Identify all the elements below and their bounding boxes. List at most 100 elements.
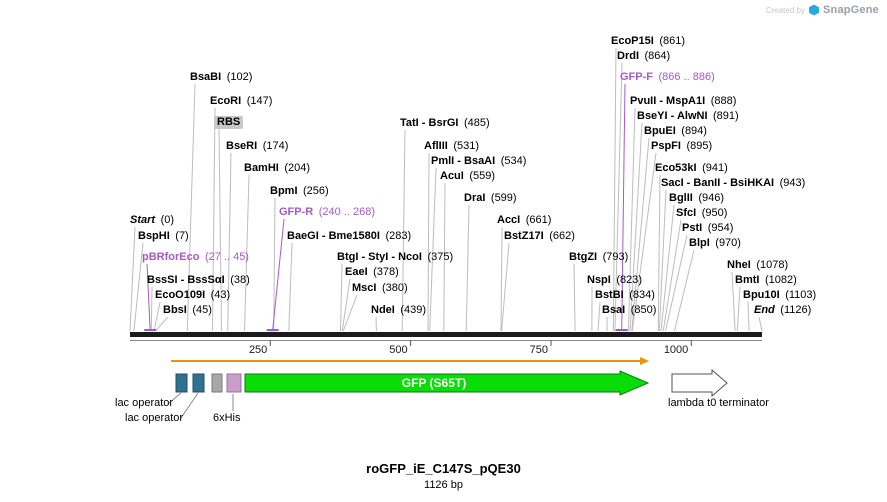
site-label-pbrforeco[interactable]: pBRforEco (27 .. 45): [142, 251, 249, 264]
site-name: BlpI: [689, 237, 710, 249]
leader-line: [288, 242, 293, 332]
title-block: roGFP_iE_C147S_pQE30 1126 bp: [0, 461, 887, 491]
site-label-sfci[interactable]: SfcI (950): [676, 207, 727, 220]
site-label-bsabi[interactable]: BsaBI (102): [190, 71, 252, 84]
site-name: PstI: [682, 222, 703, 234]
leader-line: [154, 316, 169, 332]
site-label-gfp-r[interactable]: GFP-R (240 .. 268): [279, 206, 375, 219]
site-label-bseyi-alwni[interactable]: BseYI - AlwNI (891): [637, 110, 739, 123]
site-position: (559): [463, 170, 496, 182]
leader-line: [612, 47, 617, 332]
site-label-btgzi[interactable]: BtgZI (793): [569, 251, 628, 264]
site-label-ecoo109i[interactable]: EcoO109I (43): [155, 289, 230, 302]
site-label-bglii[interactable]: BglII (946): [669, 192, 724, 205]
site-label-msci[interactable]: MscI (380): [352, 282, 408, 295]
site-label-bsssi-bsss-i[interactable]: BssSI - BssSαI (38): [147, 274, 250, 287]
site-label-ndei[interactable]: NdeI (439): [371, 304, 426, 317]
site-label-eaei[interactable]: EaeI (378): [345, 266, 399, 279]
leader-line: [401, 129, 406, 332]
site-name: DrdI: [617, 50, 639, 62]
leader-line: [340, 263, 343, 332]
leader-line: [500, 226, 503, 332]
site-name: SacI - BanII - BsiHKAI: [661, 177, 775, 189]
rbs-feature-box[interactable]: [211, 373, 223, 393]
site-label-ecop15i[interactable]: EcoP15I (861): [611, 35, 685, 48]
leader-line: [658, 189, 667, 332]
site-label-end[interactable]: End (1126): [754, 304, 811, 317]
site-label-btgi-styi-ncoi[interactable]: BtgI - StyI - NcoI (375): [337, 251, 453, 264]
site-label-blpi[interactable]: BlpI (970): [689, 237, 741, 250]
site-label-afliii[interactable]: AflIII (531): [424, 140, 479, 153]
site-label-acci[interactable]: AccI (661): [497, 214, 551, 227]
snapgene-logo-icon: [808, 4, 819, 16]
site-position: (1103): [779, 289, 817, 301]
site-position: (834): [623, 289, 655, 301]
site-label-bmti[interactable]: BmtI (1082): [735, 274, 797, 287]
terminator-arrow[interactable]: [671, 368, 728, 398]
site-position: (599): [485, 192, 517, 204]
site-position: (970): [709, 237, 741, 249]
leader-line: [218, 128, 222, 332]
site-label-bamhi[interactable]: BamHI (204): [244, 162, 310, 175]
leader-line: [133, 242, 144, 332]
site-label-bsai[interactable]: BsaI (850): [602, 304, 656, 317]
site-label-tati-bsrgi[interactable]: TatI - BsrGI (485): [400, 117, 490, 130]
site-label-nspi[interactable]: NspI (823): [587, 274, 642, 287]
site-name: BstZ17I: [504, 230, 544, 242]
site-name: SfcI: [676, 207, 697, 219]
site-name: EcoRI: [210, 95, 242, 107]
his-tag-box[interactable]: [226, 373, 242, 393]
site-position: (531): [447, 140, 480, 152]
site-name: NspI: [587, 274, 611, 286]
site-label-baegi-bme1580i[interactable]: BaeGI - Bme1580I (283): [287, 230, 411, 243]
site-label-bsphi[interactable]: BspHI (7): [138, 230, 189, 243]
terminator-label: lambda t0 terminator: [668, 397, 769, 409]
leader-line: [614, 62, 623, 332]
leader-line: [627, 107, 636, 332]
site-label-drai[interactable]: DraI (599): [464, 192, 517, 205]
gfp-arrow[interactable]: [244, 370, 650, 396]
site-name: MscI: [352, 282, 377, 294]
site-label-eco53ki[interactable]: Eco53kI (941): [655, 162, 728, 175]
leader-line: [465, 204, 470, 332]
site-label-pspfi[interactable]: PspFI (895): [651, 140, 712, 153]
site-label-bseri[interactable]: BseRI (174): [226, 140, 288, 153]
lac-operator-box-1[interactable]: [175, 373, 188, 393]
site-label-saci-banii-bsihkai[interactable]: SacI - BanII - BsiHKAI (943): [661, 177, 805, 190]
leader-line: [273, 197, 276, 332]
site-label-gfp-f[interactable]: GFP-F (866 .. 886): [620, 71, 715, 84]
leader-line: [621, 83, 626, 332]
site-position: (256): [297, 185, 329, 197]
site-label-bpuei[interactable]: BpuEI (894): [644, 125, 707, 138]
site-label-drdi[interactable]: DrdI (864): [617, 50, 670, 63]
site-label-bstbi[interactable]: BstBI (834): [595, 289, 655, 302]
site-name: EaeI: [345, 266, 368, 278]
leader-line: [443, 182, 446, 332]
site-label-bbsi[interactable]: BbsI (45): [163, 304, 212, 317]
site-position: (891): [707, 110, 739, 122]
site-label-bpmi[interactable]: BpmI (256): [270, 185, 329, 198]
site-label-bstz17i[interactable]: BstZ17I (662): [504, 230, 575, 243]
site-position: (888): [705, 95, 737, 107]
site-label-nhei[interactable]: NheI (1078): [727, 259, 788, 272]
site-label-bpu10i[interactable]: Bpu10I (1103): [743, 289, 816, 302]
site-position: (866 .. 886): [653, 71, 715, 83]
site-label-ecori[interactable]: EcoRI (147): [210, 95, 272, 108]
site-name: BaeGI - Bme1580I: [287, 230, 380, 242]
callout-line: [180, 392, 199, 419]
site-label-start[interactable]: Start (0): [130, 214, 174, 227]
site-position: (661): [520, 214, 552, 226]
site-label-pvuii-mspa1i[interactable]: PvuII - MspA1I (888): [630, 95, 736, 108]
lac-operator-box-2[interactable]: [192, 373, 205, 393]
site-label-pmli-bsaai[interactable]: PmlI - BsaAI (534): [431, 155, 526, 168]
site-position: (894): [675, 125, 707, 137]
site-label-rbs[interactable]: RBS: [214, 116, 244, 129]
site-name: EcoO109I: [155, 289, 206, 301]
site-label-acui[interactable]: AcuI (559): [440, 170, 495, 183]
site-name: NdeI: [371, 304, 395, 316]
site-name: BseYI - AlwNI: [637, 110, 708, 122]
leader-line: [342, 294, 358, 332]
site-position: (174): [257, 140, 289, 152]
site-label-psti[interactable]: PstI (954): [682, 222, 733, 235]
leader-line: [573, 263, 576, 332]
